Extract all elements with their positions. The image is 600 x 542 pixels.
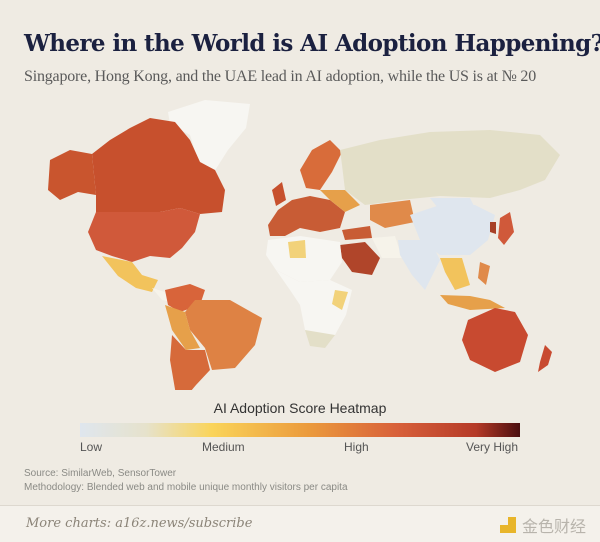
methodology-note: Methodology: Blended web and mobile uniq… — [24, 482, 348, 493]
more-charts-link[interactable]: More charts: a16z.news/subscribe — [26, 516, 253, 531]
legend-label-high: High — [344, 440, 369, 454]
region-south-africa — [305, 330, 335, 348]
region-canada — [92, 118, 225, 214]
logo-icon — [499, 517, 516, 533]
region-chile-argentina — [170, 335, 210, 390]
legend-label-medium: Medium — [202, 440, 245, 454]
region-central-asia — [370, 200, 415, 228]
region-turkey — [342, 226, 372, 240]
region-china — [410, 205, 495, 255]
region-eastern-europe — [320, 190, 360, 212]
watermark-text: 金色财经 — [521, 519, 586, 536]
region-kenya — [332, 290, 348, 310]
source-note: Source: SimilarWeb, SensorTower — [24, 468, 177, 479]
region-uk — [272, 182, 286, 206]
region-usa — [88, 208, 200, 262]
legend-gradient-bar — [80, 423, 520, 437]
region-algeria — [288, 240, 306, 258]
region-philippines — [478, 262, 490, 285]
region-brazil — [185, 300, 262, 370]
region-southeast-asia — [440, 258, 470, 290]
region-russia — [340, 130, 560, 205]
region-japan — [498, 212, 514, 245]
region-mexico — [102, 256, 158, 292]
legend-label-low: Low — [80, 440, 103, 454]
region-new-zealand — [538, 345, 552, 372]
region-iran — [372, 236, 402, 258]
page-subtitle: Singapore, Hong Kong, and the UAE lead i… — [24, 68, 537, 85]
region-sub-saharan-africa — [276, 270, 352, 345]
page-title: Where in the World is AI Adoption Happen… — [24, 30, 600, 57]
legend-label-very-high: Very High — [466, 440, 519, 454]
region-alaska — [48, 150, 96, 200]
region-western-europe — [268, 196, 345, 236]
region-indonesia — [440, 295, 505, 310]
world-map — [48, 100, 560, 390]
region-peru-bolivia — [165, 305, 200, 350]
legend-title: AI Adoption Score Heatmap — [213, 400, 387, 416]
region-australia — [462, 308, 528, 372]
region-greenland — [168, 100, 250, 172]
region-north-africa — [266, 236, 342, 282]
region-mongolia — [430, 198, 475, 208]
region-scandinavia — [300, 140, 342, 190]
region-india — [398, 240, 440, 290]
region-korea — [490, 222, 496, 234]
watermark-logo: 金色财经 — [499, 513, 586, 537]
region-saudi-arabia — [340, 242, 380, 275]
footer: More charts: a16z.news/subscribe 金色财经 — [0, 505, 600, 542]
